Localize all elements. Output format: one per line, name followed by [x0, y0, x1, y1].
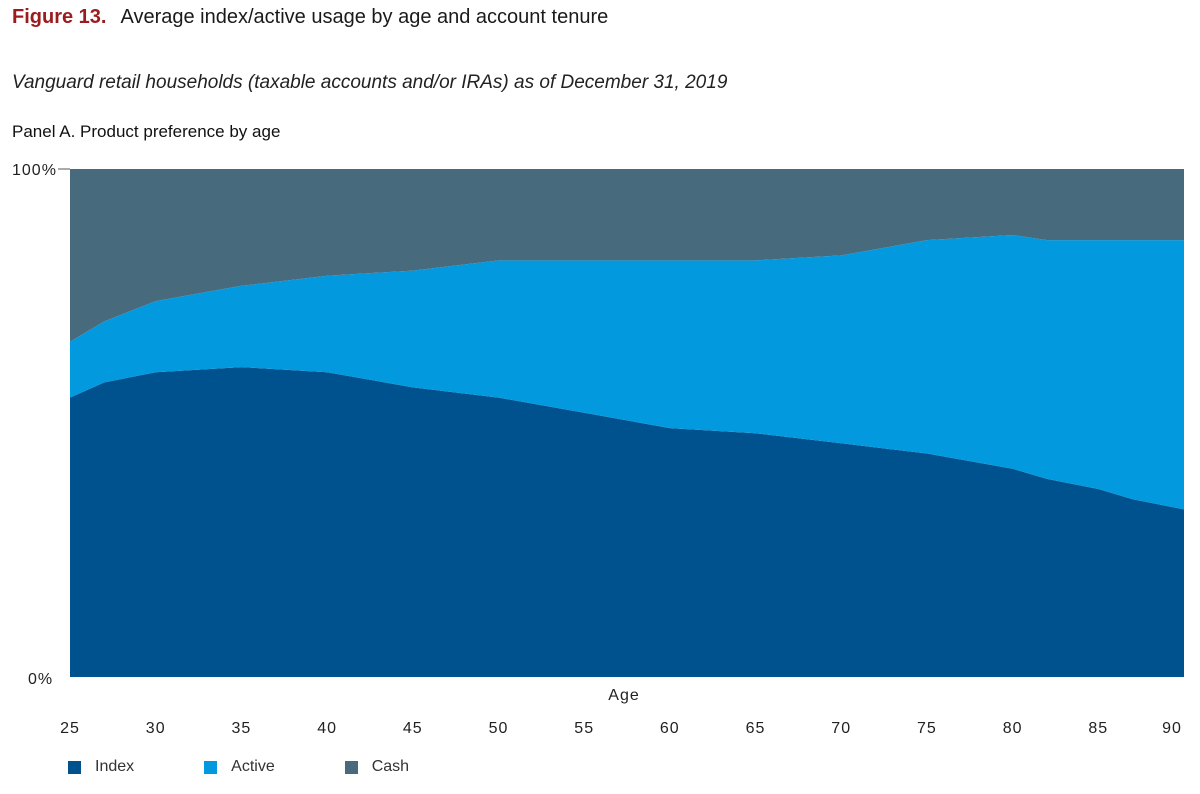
legend-swatch	[204, 760, 218, 774]
y-tick-label-0: 0%	[28, 671, 53, 688]
x-tick-label: 50	[489, 720, 509, 737]
legend-swatch	[344, 760, 358, 774]
x-tick-label: 55	[574, 720, 594, 737]
area-series-group	[70, 169, 1184, 677]
legend-swatch	[68, 760, 81, 774]
figure-title: Figure 13. Average index/active usage by …	[12, 6, 608, 29]
area-cash	[70, 169, 1184, 342]
legend-item-cash: Cash	[344, 758, 410, 776]
figure-title-text: Average index/active usage by age and ac…	[120, 6, 609, 28]
x-tick-label: 80	[1003, 720, 1023, 737]
figure-subtitle: Vanguard retail households (taxable acco…	[12, 72, 728, 93]
x-tick-label: 85	[1088, 720, 1108, 737]
x-tick-label: 90	[1162, 720, 1182, 737]
x-tick-label: 45	[403, 720, 423, 737]
x-tick-label: 75	[917, 720, 937, 737]
x-tick-label: 65	[746, 720, 766, 737]
x-axis-title: Age	[608, 687, 639, 704]
legend-label: Cash	[371, 758, 410, 775]
x-tick-label: 70	[831, 720, 851, 737]
y-tick-label-100: 100%	[12, 162, 57, 179]
x-tick-label: 40	[317, 720, 337, 737]
area-index	[70, 367, 1184, 677]
legend-item-index: Index	[68, 758, 134, 776]
chart-legend: Index Active Cash	[68, 758, 479, 776]
x-tick-label: 60	[660, 720, 680, 737]
x-tick-label: 25	[60, 720, 80, 737]
legend-label: Index	[95, 758, 135, 775]
panel-title: Panel A. Product preference by age	[12, 122, 281, 141]
x-tick-labels: 25 30 35 40 45 50 55 60 65 70 75 80 85 90	[60, 720, 1182, 737]
area-active	[70, 235, 1184, 510]
legend-item-active: Active	[204, 758, 275, 776]
stacked-area-chart: 100% 0% Age 25 30 35 40 45 50 55 60 65 70 75 80 85 90	[12, 162, 1184, 737]
x-tick-label: 30	[146, 720, 166, 737]
figure-number: Figure 13.	[12, 6, 107, 28]
x-tick-label: 35	[232, 720, 252, 737]
legend-label: Active	[231, 758, 275, 775]
